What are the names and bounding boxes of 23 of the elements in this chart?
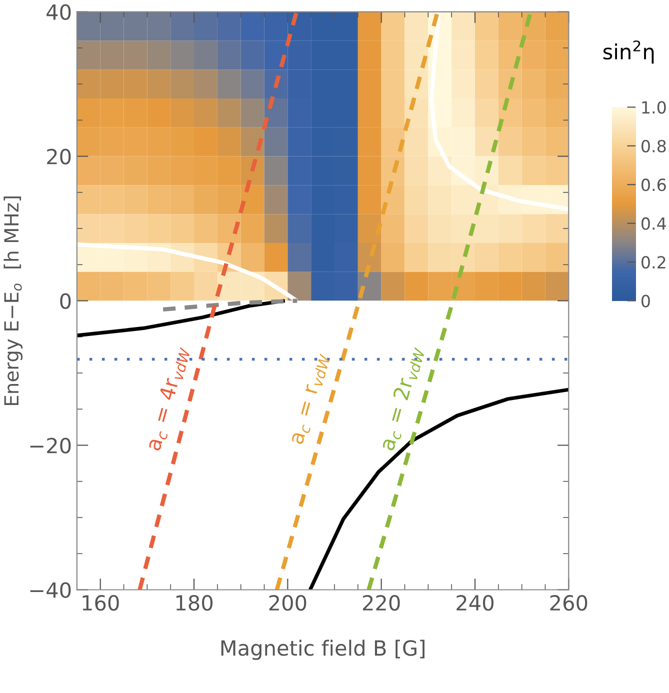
- y-axis-title: Energy E−E$_{o}$ [h MHz]: [4, 196, 23, 406]
- x-tick-label: 260: [550, 594, 588, 611]
- color-bar-label: 0.6: [642, 178, 666, 192]
- color-bar-label: 0.2: [642, 256, 666, 269]
- x-axis-title: Magnetic field B [G]: [221, 640, 424, 660]
- text: a$_{c}$ = 2r$_{vdW}$: [378, 344, 426, 452]
- color-bar-label: 0: [642, 294, 650, 308]
- y-tick-label: 40: [46, 4, 71, 20]
- x-tick-label: 160: [82, 594, 119, 611]
- x-tick-label: 200: [269, 594, 306, 611]
- x-tick-label: 220: [362, 594, 400, 611]
- x-tick-label: 180: [176, 594, 213, 611]
- color-bar-label: 1.0: [642, 101, 666, 114]
- color-bar-label: 0.8: [642, 140, 666, 152]
- color-bar-title: sin$^{2}$η: [603, 40, 654, 64]
- color-bar-label: 0.4: [642, 217, 666, 230]
- y-tick-label: −40: [30, 582, 71, 598]
- y-tick-label: 20: [47, 148, 71, 164]
- x-tick-label: 240: [456, 594, 494, 611]
- y-tick-label: −20: [30, 438, 71, 454]
- text: a$_{c}$ = r$_{vdW}$: [291, 352, 331, 446]
- y-tick-label: 0: [60, 293, 71, 309]
- text: a$_{c}$ = 4r$_{vdW}$: [144, 345, 191, 452]
